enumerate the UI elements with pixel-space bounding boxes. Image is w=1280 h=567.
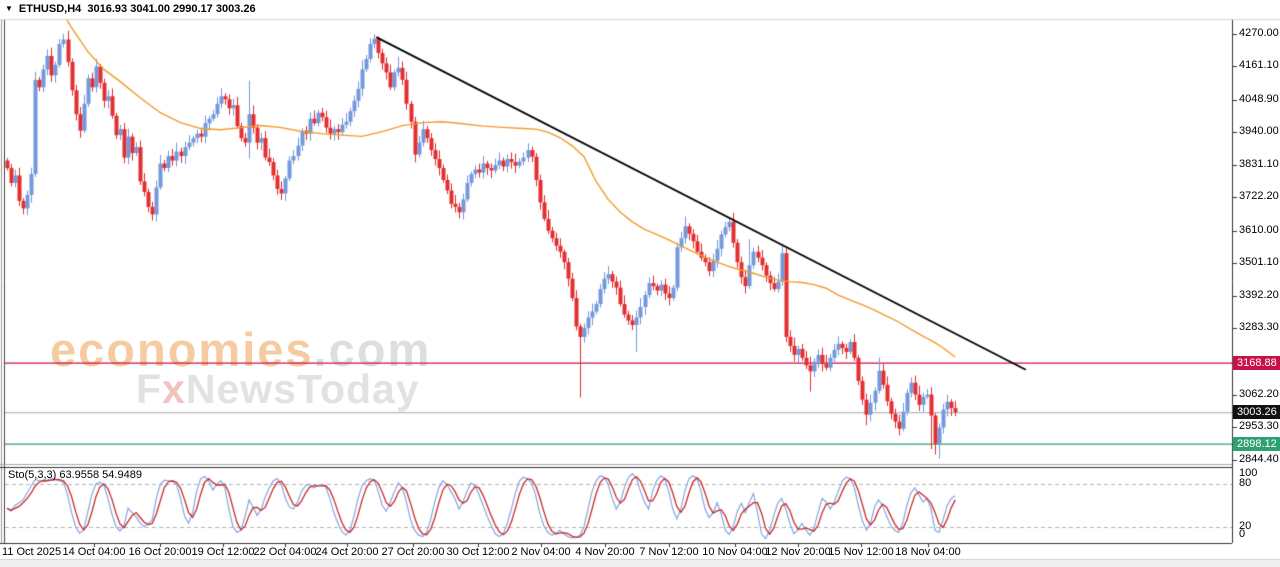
time-tick-label: 30 Oct 12:00 bbox=[446, 546, 510, 558]
current-price-badge: 3003.26 bbox=[1233, 405, 1280, 420]
price-tick-label: 3283.30 bbox=[1239, 321, 1279, 334]
time-tick-label: 15 Nov 12:00 bbox=[828, 546, 894, 558]
price-tick-label: 3610.00 bbox=[1239, 223, 1279, 236]
price-tick-label: 3062.20 bbox=[1239, 387, 1279, 400]
support-price-badge: 2898.12 bbox=[1233, 436, 1280, 451]
time-tick-label: 27 Oct 20:00 bbox=[381, 546, 445, 558]
time-tick-label: 18 Nov 04:00 bbox=[895, 546, 961, 558]
time-tick-label: 7 Nov 12:00 bbox=[639, 546, 699, 558]
time-tick-label: 19 Oct 12:00 bbox=[191, 546, 255, 558]
chart-title-bar: ▼ ETHUSD,H4 3016.93 3041.00 2990.17 3003.… bbox=[5, 3, 256, 15]
time-tick-label: 24 Oct 20:00 bbox=[315, 546, 379, 558]
time-tick-label: 4 Nov 20:00 bbox=[575, 546, 635, 558]
price-tick-label: 3392.20 bbox=[1239, 288, 1279, 301]
stochastic-name: Sto(5,3,3) bbox=[8, 469, 57, 481]
time-tick-label: 12 Nov 20:00 bbox=[765, 546, 831, 558]
stochastic-level-label: 100 bbox=[1239, 467, 1258, 479]
stochastic-level-label: 80 bbox=[1239, 477, 1252, 489]
price-tick-label: 4270.00 bbox=[1239, 26, 1279, 39]
price-tick-label: 3831.10 bbox=[1239, 157, 1279, 170]
price-tick-label: 4161.10 bbox=[1239, 59, 1279, 72]
time-tick-label: 14 Oct 04:00 bbox=[62, 546, 126, 558]
price-tick-label: 2953.30 bbox=[1239, 420, 1279, 433]
price-tick-label: 4048.90 bbox=[1239, 92, 1279, 105]
price-tick-label: 3501.10 bbox=[1239, 256, 1279, 269]
symbol-period-label: ETHUSD,H4 bbox=[18, 3, 82, 15]
stochastic-indicator-label: Sto(5,3,3) 63.9558 54.9489 bbox=[8, 469, 142, 481]
symbol-dropdown-icon[interactable]: ▼ bbox=[5, 4, 13, 13]
stochastic-level-label: 0 bbox=[1239, 528, 1246, 540]
time-tick-label: 2 Nov 04:00 bbox=[511, 546, 571, 558]
stochastic-values: 63.9558 54.9489 bbox=[56, 469, 142, 481]
time-tick-label: 16 Oct 20:00 bbox=[128, 546, 192, 558]
time-tick-label: 22 Oct 04:00 bbox=[253, 546, 317, 558]
stochastic-level-label: 20 bbox=[1239, 520, 1252, 532]
ohlc-values: 3016.93 3041.00 2990.17 3003.26 bbox=[87, 3, 256, 15]
resistance-price-badge: 3168.88 bbox=[1233, 355, 1280, 370]
price-tick-label: 3722.20 bbox=[1239, 190, 1279, 203]
price-tick-label: 2844.40 bbox=[1239, 452, 1279, 465]
time-tick-label: 11 Oct 2025 bbox=[2, 546, 62, 558]
price-tick-label: 3940.00 bbox=[1239, 125, 1279, 138]
time-tick-label: 10 Nov 04:00 bbox=[702, 546, 768, 558]
